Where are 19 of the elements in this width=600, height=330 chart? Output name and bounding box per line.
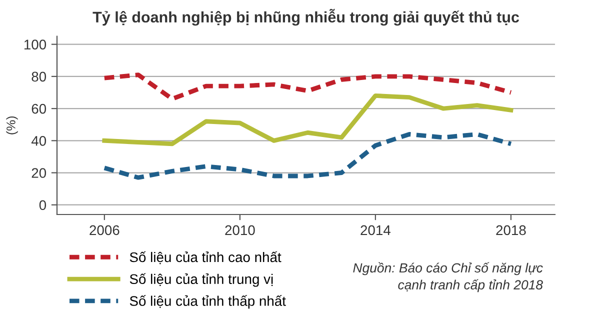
- y-axis-title: (%): [6, 116, 18, 134]
- y-tick-label: 80: [32, 72, 46, 82]
- legend-label: Số liệu của tỉnh thấp nhất: [130, 295, 286, 309]
- y-tick-label: 100: [24, 40, 46, 50]
- y-tick-label: 60: [32, 104, 46, 114]
- x-tick-label: 2010: [225, 225, 255, 236]
- x-tick-label: 2006: [90, 225, 120, 236]
- x-tick-label: 2014: [360, 225, 390, 236]
- y-tick-label: 20: [32, 168, 46, 178]
- y-tick-label: 40: [31, 136, 46, 146]
- line-series: [102, 72, 514, 102]
- legend-label: Số liệu của tỉnh cao nhất: [130, 251, 282, 264]
- text: Nguồn: Báo cáo Chỉ số năng lực cạnh tranh cấp tỉnh 2018: [353, 262, 543, 292]
- line-series: [102, 132, 514, 180]
- legend-label: Số liệu của tỉnh trung vị: [130, 273, 273, 287]
- y-tick-label: 0: [39, 200, 46, 210]
- x-tick-label: 2018: [496, 225, 526, 236]
- line-series: [102, 93, 514, 146]
- chart-title: Tỷ lệ doanh nghiệp bị nhũng nhiễu trong giải quyết thủ tục: [92, 8, 520, 26]
